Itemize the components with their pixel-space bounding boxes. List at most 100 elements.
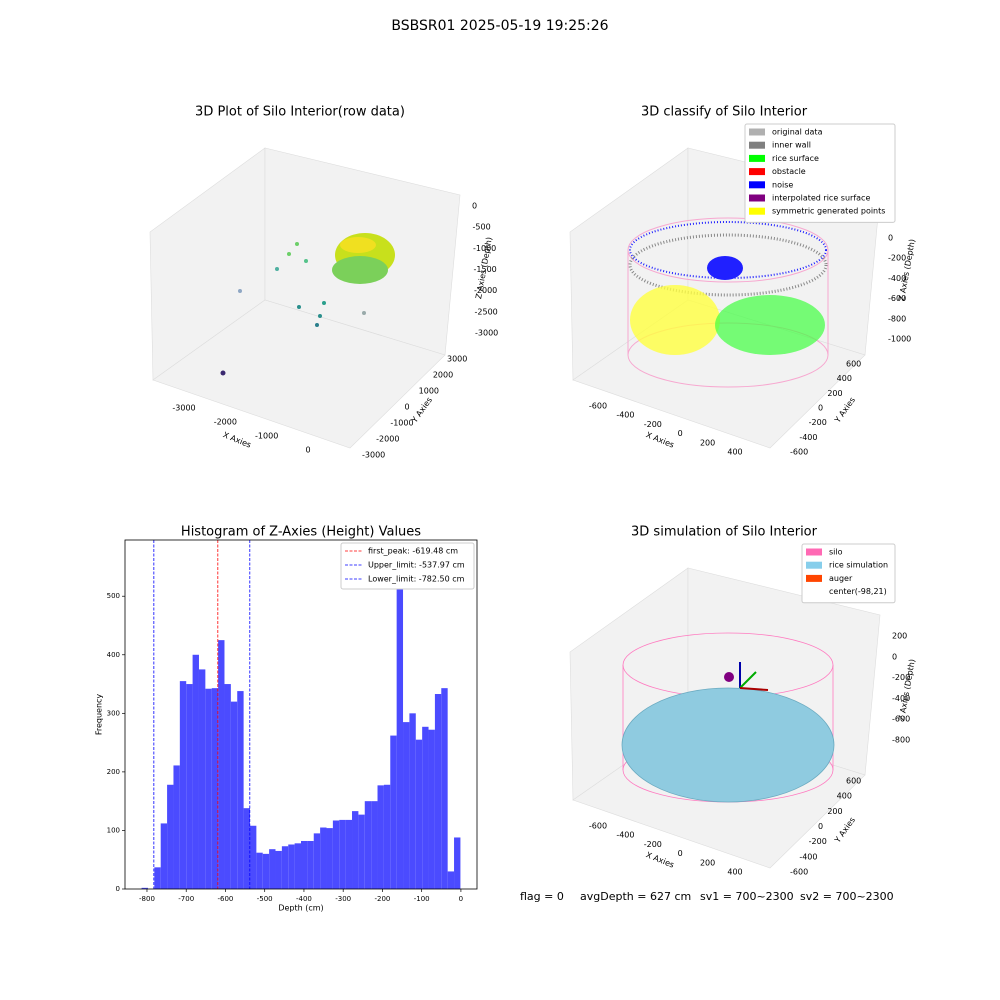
bar (205, 688, 212, 889)
x-tick-label: 0 (459, 895, 463, 903)
legend-label: auger (829, 574, 853, 583)
legend-box (744, 123, 896, 223)
legend-label: obstacle (772, 167, 806, 176)
bar (211, 688, 219, 889)
bar (313, 833, 321, 889)
legend-label: inner wall (772, 141, 811, 150)
legend-label: center(-98,21) (829, 587, 887, 596)
y-tick-label: -3000 (362, 451, 385, 460)
bar (396, 555, 404, 889)
y-tick-label: 400 (837, 374, 852, 383)
legend-swatch (806, 561, 822, 569)
z-tick-label: -800 (892, 736, 910, 745)
legend-label: Upper_limit: -537.97 cm (368, 561, 465, 570)
z-tick-label: -1500 (474, 265, 497, 274)
status-text: flag = 0 (520, 890, 564, 903)
x-axis-label: X Axies (645, 850, 676, 869)
y-tick-label: -400 (799, 433, 817, 442)
x-axis-label: Depth (cm) (278, 904, 323, 913)
y-tick-label: 2000 (433, 371, 453, 380)
y-tick-label: 0 (405, 403, 410, 412)
y-tick-label: 0 (818, 822, 823, 831)
bar (198, 669, 206, 889)
bar (173, 765, 180, 889)
y-tick-label: 0 (116, 885, 120, 893)
x-tick-label: -600 (589, 822, 607, 831)
legend-swatch (749, 181, 765, 189)
bar (332, 820, 340, 889)
z-tick-label: 0 (472, 202, 477, 211)
charts: 3D Plot of Silo Interior(row data)-3000-… (95, 105, 917, 913)
z-tick-label: -800 (888, 314, 906, 323)
chart-title: 3D simulation of Silo Interior (631, 525, 818, 540)
legend-swatch (749, 154, 765, 162)
bar (262, 853, 270, 889)
x-tick-label: 200 (700, 438, 715, 447)
y-axis-label: Y Axies (832, 816, 857, 846)
chart-title: 3D classify of Silo Interior (641, 105, 808, 120)
x-tick-label: -700 (178, 895, 194, 903)
y-tick-label: 1000 (419, 387, 439, 396)
bar (256, 852, 263, 889)
y-axis-label: Y Axies (832, 396, 857, 426)
status-text: sv2 = 700~2300 (800, 890, 894, 903)
legend-label: symmetric generated points (772, 207, 885, 216)
classify-points (627, 217, 829, 388)
y-tick-label: 200 (827, 389, 842, 398)
x-tick-label: -200 (644, 840, 662, 849)
x-tick-label: -200 (644, 420, 662, 429)
bar (428, 729, 435, 889)
x-tick-label: 400 (727, 868, 742, 877)
y-tick-label: 600 (846, 360, 861, 369)
legend-swatch (806, 548, 822, 556)
bar (160, 823, 168, 889)
z-tick-label: -600 (892, 715, 910, 724)
y-axis-label: Frequency (95, 694, 104, 736)
bar (352, 811, 359, 889)
y-tick-label: 400 (107, 651, 120, 659)
bar (230, 701, 238, 889)
x-tick-label: -600 (589, 402, 607, 411)
bar (383, 784, 391, 889)
legend-box (340, 542, 475, 590)
chart-title: 3D Plot of Silo Interior(row data) (195, 105, 405, 120)
y-tick-label: 500 (107, 592, 120, 600)
bar (364, 801, 372, 889)
y-axis-label: Y Axies (409, 396, 434, 426)
bar (390, 735, 397, 889)
z-tick-label: 0 (892, 652, 897, 661)
bar (281, 846, 289, 889)
y-tick-label: -2000 (376, 435, 399, 444)
x-tick-label: -300 (335, 895, 351, 903)
z-tick-label: -1000 (888, 335, 911, 344)
figure-title: BSBSR01 2025-05-19 19:25:26 (391, 18, 608, 34)
legend-label: first_peak: -619.48 cm (368, 547, 458, 556)
z-tick-label: 200 (892, 632, 907, 641)
z-tick-label: -500 (473, 223, 491, 232)
bar (358, 814, 365, 889)
bar (371, 801, 378, 889)
x-axis-label: X Axies (645, 430, 676, 449)
x-tick-label: -3000 (172, 404, 195, 413)
status-text: sv1 = 700~2300 (700, 890, 794, 903)
z-tick-label: -3000 (475, 329, 498, 338)
bar (307, 840, 314, 889)
bar (275, 850, 282, 889)
bar (454, 837, 461, 889)
x-tick-label: 200 (700, 858, 715, 867)
bar (218, 640, 225, 889)
bar (447, 871, 455, 889)
legend-swatch (749, 207, 765, 215)
plot-frame (124, 539, 478, 890)
x-tick-label: 0 (678, 849, 683, 858)
z-axis-label: Z Axies (Depth) (897, 658, 917, 721)
status-text: avgDepth = 627 cm (580, 890, 691, 903)
z-tick-label: -600 (888, 294, 906, 303)
legend-label: noise (772, 180, 793, 189)
z-tick-label: -400 (892, 694, 910, 703)
legend-label: silo (829, 548, 843, 557)
z-tick-label: -400 (888, 274, 906, 283)
chart-title: Histogram of Z-Axies (Height) Values (181, 525, 421, 540)
bar (243, 808, 250, 889)
bar (154, 867, 161, 889)
